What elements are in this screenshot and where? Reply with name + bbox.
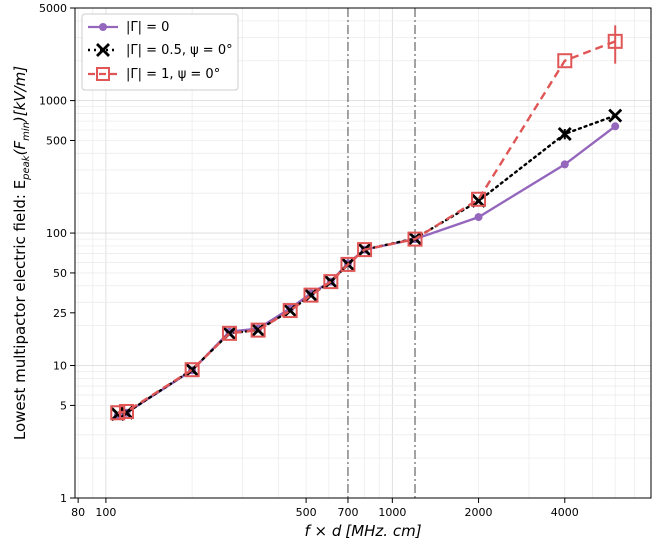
legend-label: |Γ| = 1, ψ = 0° xyxy=(126,67,220,82)
data-point xyxy=(110,405,126,421)
plot-frame xyxy=(74,7,652,499)
legend-label: |Γ| = 0 xyxy=(126,20,169,35)
x-tick-label: 100 xyxy=(95,506,116,519)
legend-marker-square xyxy=(96,67,110,81)
y-tick-label: 1000 xyxy=(39,95,67,108)
data-series xyxy=(110,25,623,422)
y-tick-label: 100 xyxy=(46,227,67,240)
legend: |Γ| = 0 |Γ| = 0.5, ψ = 0° |Γ| = 1, ψ = 0… xyxy=(81,13,239,91)
data-point xyxy=(323,274,339,290)
y-tick-label: 10 xyxy=(53,360,67,373)
y-axis-title-prefix: Lowest multipactor electric field: E xyxy=(11,180,29,440)
data-point xyxy=(607,33,623,49)
y-axis-title: Lowest multipactor electric field: Epeak… xyxy=(11,66,32,440)
series-0 xyxy=(113,122,620,420)
data-point xyxy=(407,231,423,247)
y-tick-label: 500 xyxy=(46,134,67,147)
legend-box xyxy=(81,13,239,91)
data-point xyxy=(357,242,373,258)
y-tick-label: 25 xyxy=(53,307,67,320)
legend-label: |Γ| = 0.5, ψ = 0° xyxy=(126,43,233,58)
data-point xyxy=(282,303,298,319)
grid xyxy=(75,7,652,499)
data-point xyxy=(557,126,572,141)
y-axis-title-arg-sub: min xyxy=(21,122,32,141)
x-tick-label: 4000 xyxy=(551,506,579,519)
legend-marker-x xyxy=(96,43,110,57)
x-tick-label: 500 xyxy=(296,506,317,519)
data-point xyxy=(118,403,134,419)
y-axis-title-sub: peak xyxy=(21,154,32,181)
series-2 xyxy=(110,25,623,421)
legend-entry-gamma-0-5: |Γ| = 0.5, ψ = 0° xyxy=(88,43,233,58)
data-point xyxy=(250,322,266,338)
data-point xyxy=(340,256,356,272)
y-tick-label: 5 xyxy=(60,399,67,412)
y-axis-title-suffix: )[kV/m] xyxy=(11,66,29,123)
data-point xyxy=(557,53,573,69)
x-axis-title-unit: [MHz. cm] xyxy=(345,522,421,540)
y-axis-ticks: 1 5 10 25 50 100 500 1000 5000 xyxy=(39,2,75,505)
data-point xyxy=(251,323,266,338)
y-axis-title-arg: (F xyxy=(11,141,29,156)
legend-entry-gamma-1: |Γ| = 1, ψ = 0° xyxy=(88,67,220,82)
legend-entry-gamma-0: |Γ| = 0 xyxy=(88,20,169,35)
data-point xyxy=(184,362,200,378)
legend-marker-circle xyxy=(99,23,107,31)
x-tick-label: 700 xyxy=(337,506,358,519)
y-tick-label: 5000 xyxy=(39,2,67,15)
data-point xyxy=(560,160,569,169)
x-axis-title-prefix: f × d xyxy=(304,522,341,540)
data-point xyxy=(611,122,620,131)
x-axis-title: f × d [MHz. cm] xyxy=(304,522,421,540)
x-tick-label: 1000 xyxy=(378,506,406,519)
data-point xyxy=(474,213,483,222)
x-tick-label: 2000 xyxy=(465,506,493,519)
data-point xyxy=(608,108,623,123)
data-point xyxy=(221,325,237,341)
vertical-reference-lines xyxy=(347,8,416,498)
x-axis-ticks: 80 100 500 700 1000 2000 4000 xyxy=(71,498,579,519)
data-point xyxy=(471,191,487,207)
data-point xyxy=(303,287,319,303)
y-tick-label: 1 xyxy=(60,492,67,505)
x-tick-label: 80 xyxy=(71,506,85,519)
y-tick-label: 50 xyxy=(53,267,67,280)
